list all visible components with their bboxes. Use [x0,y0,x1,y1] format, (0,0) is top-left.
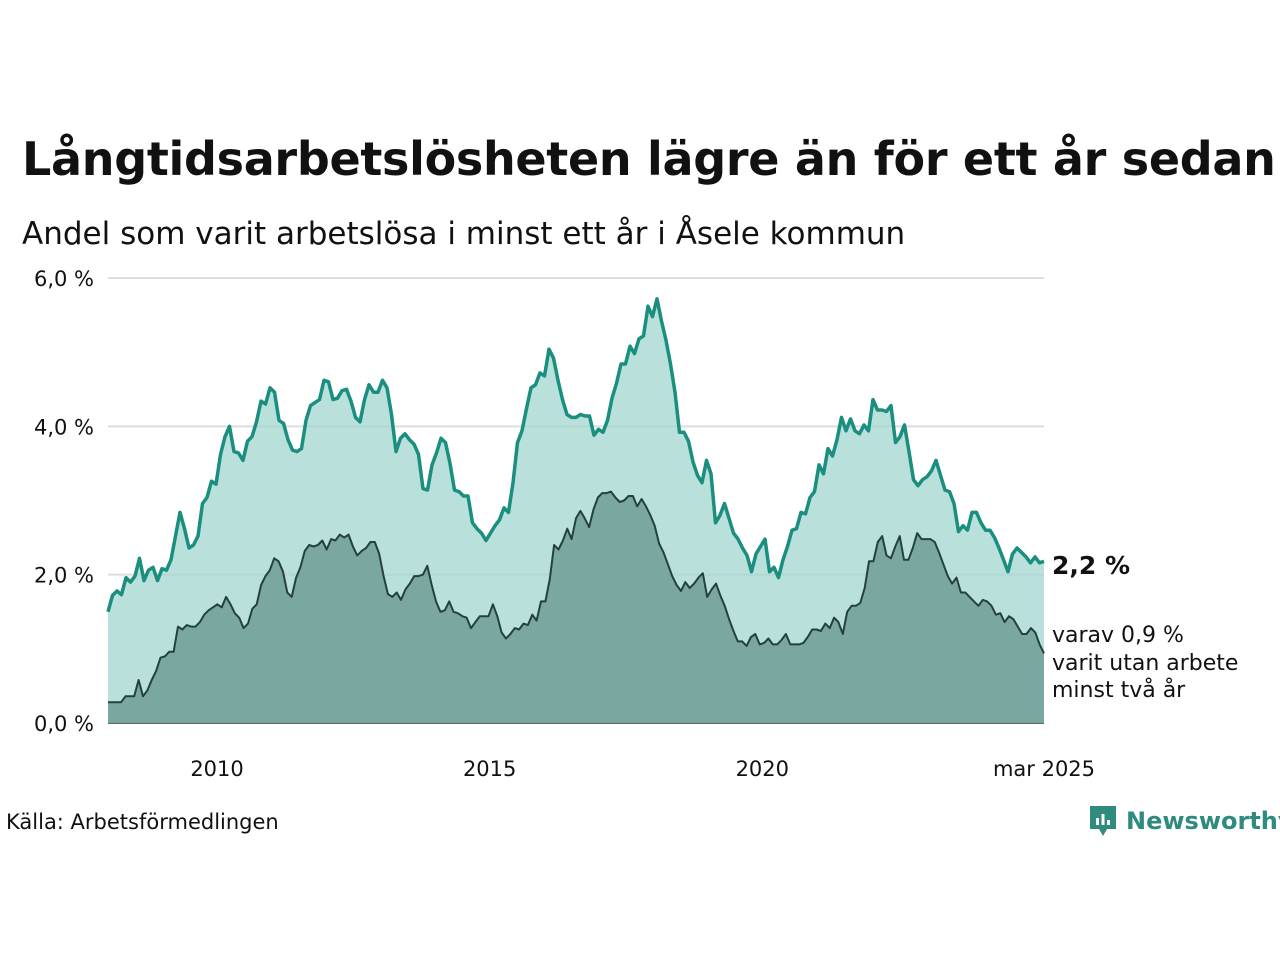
chart-subtitle: Andel som varit arbetslösa i minst ett å… [22,216,906,252]
bar-chart-icon [1090,806,1116,836]
area-two-years [108,491,1044,723]
source-note: Källa: Arbetsförmedlingen [6,810,279,834]
y-tick-label-3: 6,0 % [34,267,94,291]
y-tick-label-1: 2,0 % [34,564,94,588]
x-tick-label-0: 2010 [190,757,243,781]
x-tick-label-2: 2020 [736,757,789,781]
line-two-years [108,490,1045,704]
brand-logo: Newsworthy [1088,804,1280,838]
brand-name: Newsworthy [1126,807,1280,835]
x-axis-labels: 2010 2015 2020 mar 2025 [190,757,1095,781]
line-total-long-term [106,297,1045,613]
sub-label-line-3: minst två år [1052,677,1186,703]
y-tick-label-0: 0,0 % [34,712,94,736]
x-tick-label-1: 2015 [463,757,516,781]
sub-label-line-1: varav 0,9 % [1052,623,1184,648]
y-axis-labels: 0,0 % 2,0 % 4,0 % 6,0 % [34,267,94,736]
last-value-label: 2,2 % [1052,551,1130,580]
chart-title: Långtidsarbetslösheten lägre än för ett … [22,132,1276,186]
y-tick-label-2: 4,0 % [34,415,94,439]
sub-label-line-2: varit utan arbete [1052,651,1238,676]
x-tick-label-3: mar 2025 [993,757,1095,781]
